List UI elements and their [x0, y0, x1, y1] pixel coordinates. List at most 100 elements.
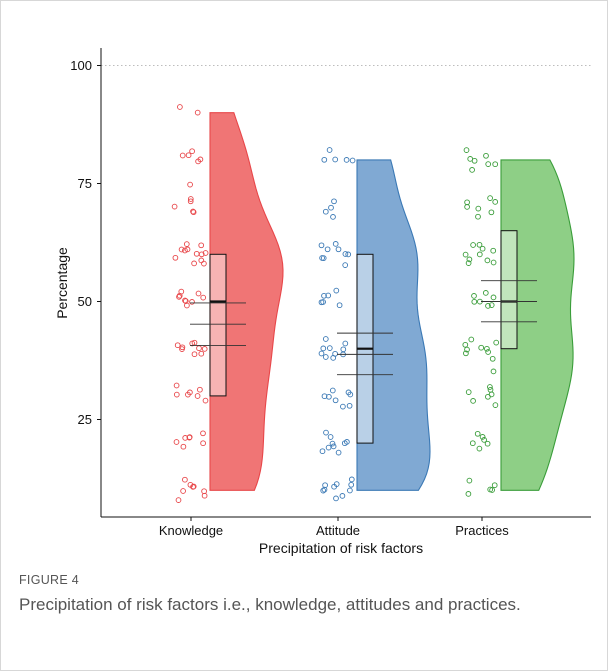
data-point: [321, 393, 328, 400]
data-point: [326, 147, 333, 153]
data-point: [318, 242, 325, 249]
data-point: [173, 391, 180, 398]
data-point: [466, 256, 473, 263]
data-point: [320, 255, 327, 261]
data-point: [482, 290, 489, 296]
data-point: [342, 262, 349, 268]
y-axis-title: Percentage: [54, 247, 70, 319]
data-point: [487, 195, 493, 201]
data-point: [182, 247, 188, 254]
data-point: [321, 156, 328, 163]
data-point: [324, 246, 331, 253]
x-tick-label: Attitude: [316, 523, 360, 538]
data-point: [491, 482, 498, 489]
data-point: [485, 161, 492, 167]
box-practices: [500, 230, 518, 350]
data-point: [174, 342, 181, 349]
data-point: [190, 208, 196, 215]
data-point: [179, 344, 186, 351]
y-tick-label: 75: [78, 176, 92, 191]
data-point: [492, 199, 499, 205]
data-point: [464, 346, 470, 353]
data-point: [492, 161, 499, 168]
data-point: [470, 398, 476, 404]
data-point: [191, 351, 198, 358]
data-point: [349, 157, 356, 164]
data-point: [343, 157, 350, 163]
data-point: [466, 477, 473, 484]
data-point: [325, 444, 332, 451]
data-point: [471, 298, 478, 305]
data-point: [201, 492, 208, 499]
data-point: [479, 434, 486, 440]
data-point: [319, 448, 326, 455]
data-point: [467, 156, 474, 162]
data-point: [476, 251, 483, 258]
data-point: [322, 336, 329, 342]
data-point: [185, 152, 192, 159]
data-point: [198, 350, 205, 357]
data-point: [462, 251, 469, 258]
data-point: [318, 299, 325, 306]
data-point: [201, 346, 208, 352]
data-point: [330, 214, 336, 220]
data-point: [490, 247, 497, 254]
data-point: [333, 495, 339, 502]
data-point: [201, 488, 207, 495]
data-point: [330, 443, 337, 450]
data-point: [189, 299, 195, 305]
data-point: [471, 293, 477, 299]
data-point: [202, 250, 209, 256]
data-point: [348, 481, 355, 488]
data-point: [475, 213, 481, 220]
data-point: [484, 440, 491, 447]
data-point: [481, 437, 487, 443]
raincloud-chart: 25 50 75 100 Knowledge Attitude Practices Prec…: [54, 48, 591, 556]
data-point: [201, 260, 207, 267]
data-point: [190, 209, 197, 216]
data-point: [182, 476, 188, 483]
data-point: [335, 246, 342, 253]
data-point: [330, 355, 337, 361]
data-point: [340, 403, 346, 410]
data-point: [347, 487, 353, 494]
data-point: [329, 440, 336, 447]
data-point: [176, 292, 183, 299]
data-point: [177, 104, 183, 110]
data-point: [198, 242, 205, 249]
data-point: [332, 241, 339, 247]
data-point: [327, 434, 334, 440]
data-point: [341, 440, 348, 447]
data-point: [465, 260, 472, 266]
data-point: [193, 250, 200, 257]
data-point: [191, 260, 197, 267]
data-point: [470, 242, 476, 248]
data-point: [468, 336, 475, 343]
y-tick-label: 25: [78, 412, 92, 427]
data-point: [175, 497, 182, 503]
data-point: [464, 199, 470, 206]
data-point: [488, 209, 495, 216]
data-point: [342, 251, 349, 257]
data-point: [485, 303, 491, 309]
data-point: [348, 476, 355, 483]
data-point: [493, 339, 500, 346]
data-point: [194, 393, 201, 399]
data-point: [483, 152, 489, 159]
data-point: [490, 368, 497, 375]
data-point: [185, 391, 191, 398]
data-point: [335, 449, 342, 456]
data-point: [171, 203, 178, 210]
data-point: [333, 287, 340, 294]
data-point: [479, 245, 486, 252]
data-point: [187, 196, 194, 202]
violin-attitude: [356, 159, 431, 491]
data-point: [487, 384, 493, 390]
data-point: [321, 292, 327, 299]
data-point: [336, 302, 343, 309]
data-point: [179, 152, 186, 159]
y-tick-label: 50: [78, 294, 92, 309]
data-point: [490, 294, 497, 301]
data-point: [489, 355, 496, 362]
